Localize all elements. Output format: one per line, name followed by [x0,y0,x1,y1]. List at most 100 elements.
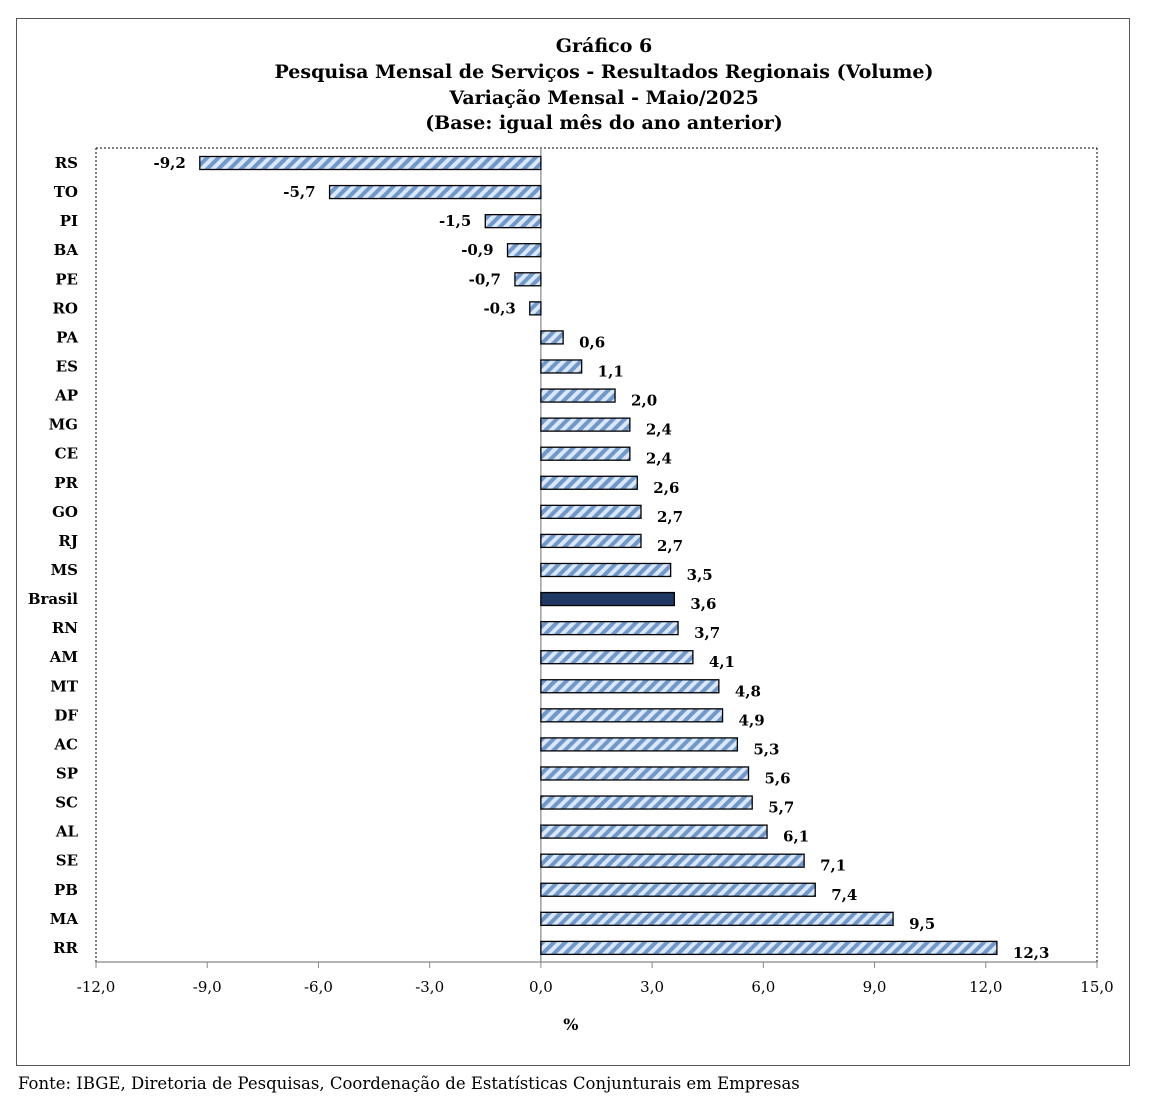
category-label: GO [52,503,78,521]
value-label: 2,6 [653,479,679,497]
category-label: RR [53,939,78,957]
value-label: 3,7 [694,624,720,642]
value-label: 2,4 [646,450,672,468]
value-label: 5,7 [768,799,794,817]
value-label: -0,3 [483,299,515,317]
bar [514,272,542,287]
category-label: Brasil [28,590,78,608]
category-label: MS [51,561,78,579]
category-label: CE [55,445,78,463]
category-label: AP [54,387,78,405]
bar-chart: Gráfico 6 Pesquisa Mensal de Serviços - R… [28,35,1114,1034]
bar [540,824,768,839]
value-label: -9,2 [153,154,185,172]
chart-title-line-1: Gráfico 6 [556,35,652,57]
value-label: 0,6 [579,333,605,351]
category-label: PB [54,881,78,899]
category-label: BA [54,241,79,259]
category-label: RJ [58,532,78,550]
source-note: Fonte: IBGE, Diretoria de Pesquisas, Coo… [18,1074,800,1093]
x-tick-label: 6,0 [751,978,775,996]
category-label: RS [55,154,78,172]
bar [540,679,720,694]
x-tick-label: -6,0 [304,978,333,996]
bar [540,475,638,490]
value-label: 2,7 [657,537,683,555]
bar [484,213,542,229]
bar [540,330,564,345]
x-tick-label: 9,0 [863,978,887,996]
value-label: -5,7 [283,183,315,201]
category-label: DF [54,706,78,724]
bar [540,620,679,636]
value-label: -0,9 [461,241,493,259]
category-label: SP [56,764,78,782]
bar [540,650,694,665]
bar [540,911,894,926]
bar [540,504,642,519]
category-label: RN [52,619,78,637]
category-label: PR [54,474,78,492]
bar [540,766,750,781]
x-tick-label: 3,0 [640,978,664,996]
category-label: MT [50,677,79,695]
bar [529,301,542,316]
value-label: 12,3 [1013,944,1050,962]
chart-title-line-3: Variação Mensal - Maio/2025 [448,87,758,109]
value-label: 2,4 [646,421,672,439]
x-tick-label: 0,0 [529,978,553,996]
value-label: 3,5 [687,566,713,584]
bar [199,155,542,171]
bar [540,853,805,868]
value-label: 5,3 [753,740,779,758]
value-label: 5,6 [765,769,791,787]
value-label: 2,0 [631,392,657,410]
chart-frame [16,18,1130,1066]
value-label: 7,1 [820,857,846,875]
x-tick-label: 15,0 [1080,978,1113,996]
bar [540,562,672,578]
bar [540,533,642,549]
category-label: RO [52,299,78,317]
x-tick-label: 12,0 [969,978,1002,996]
bar [506,243,542,258]
value-label: -1,5 [439,212,471,230]
chart-title-line-2: Pesquisa Mensal de Serviços - Resultados… [275,61,934,83]
bar [540,417,631,432]
category-label: ES [56,357,78,375]
value-label: -0,7 [469,270,501,288]
bar [540,708,724,723]
bar [540,795,753,810]
x-tick-label: -3,0 [415,978,444,996]
category-label: AC [53,735,78,753]
bar [540,940,998,956]
category-label: MA [50,910,79,928]
category-label: MG [49,416,78,434]
value-label: 1,1 [598,362,624,380]
x-axis-title: % [563,1015,578,1034]
value-label: 4,1 [709,653,735,671]
bar [540,388,616,403]
category-label: PA [56,328,78,346]
value-label: 7,4 [831,886,857,904]
bar [328,184,542,200]
bar [540,359,583,374]
bar [540,737,739,752]
bar [540,446,631,461]
x-tick-label: -9,0 [193,978,222,996]
x-tick-label: -12,0 [77,978,115,996]
value-label: 3,6 [690,595,716,613]
value-label: 9,5 [909,915,935,933]
value-label: 2,7 [657,508,683,526]
category-label: SE [56,852,78,870]
category-label: TO [54,183,78,201]
value-label: 6,1 [783,828,809,846]
category-label: PI [60,212,78,230]
category-label: PE [55,270,78,288]
category-label: AL [55,823,79,841]
category-label: AM [49,648,78,666]
category-label: SC [55,794,78,812]
bar [540,882,816,897]
chart-title-line-4: (Base: igual mês do ano anterior) [425,112,783,134]
bar-highlight [540,591,676,607]
